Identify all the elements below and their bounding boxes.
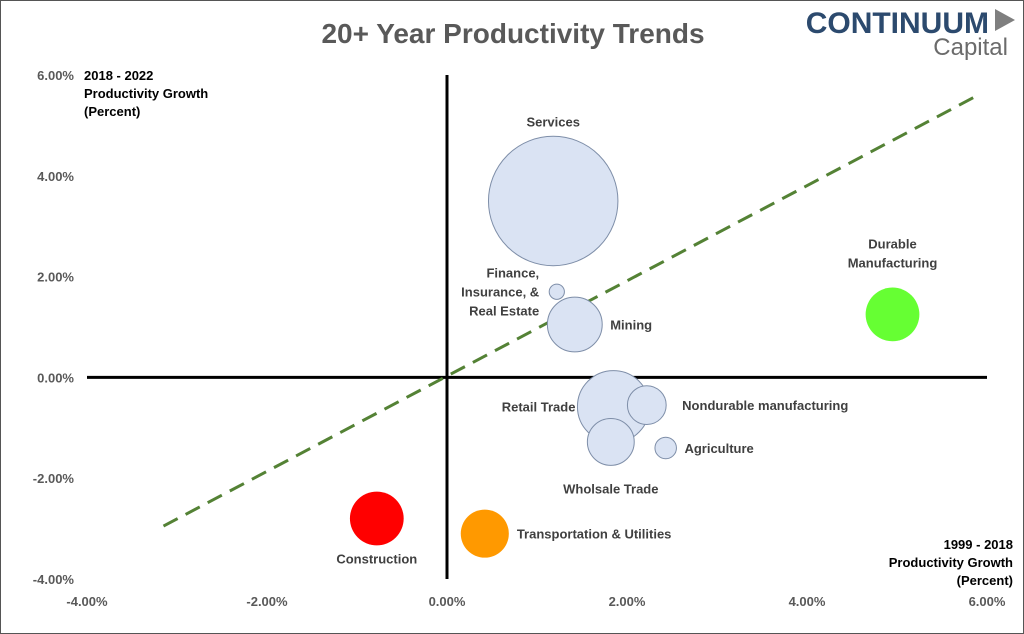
bubble-label: Finance, <box>486 266 539 281</box>
y-axis-title: (Percent) <box>84 104 140 119</box>
bubble-label: Nondurable manufacturing <box>682 398 848 413</box>
x-axis-title: 1999 - 2018 <box>944 537 1013 552</box>
bubble-point <box>626 385 667 426</box>
y-tick-label: 0.00% <box>37 370 74 385</box>
bubble-point <box>349 491 404 546</box>
bubble-label: Insurance, & <box>461 285 539 300</box>
x-axis-title: Productivity Growth <box>889 555 1013 570</box>
bubble-label: Transportation & Utilities <box>517 527 672 542</box>
y-tick-label: 2.00% <box>37 270 74 285</box>
y-tick-label: -4.00% <box>33 572 75 587</box>
bubble-point <box>586 417 635 466</box>
x-tick-label: 2.00% <box>609 594 646 609</box>
logo-sub-text: Capital <box>933 34 1008 61</box>
continuum-capital-logo: CONTINUUM Capital <box>806 7 1015 61</box>
x-tick-label: 0.00% <box>429 594 466 609</box>
bubble-label: Durable <box>868 237 916 252</box>
bubble-label: Construction <box>336 551 417 566</box>
x-axis-title: (Percent) <box>957 573 1013 588</box>
bubble-label: Services <box>526 114 580 129</box>
plot-area: -4.00% -2.00% 0.00% 2.00% 4.00% 6.00% -4.00% -2… <box>33 68 1013 609</box>
bubble-label: Real Estate <box>469 304 539 319</box>
y-axis-title: 2018 - 2022 <box>84 68 153 83</box>
chart-title: 20+ Year Productivity Trends <box>321 18 704 49</box>
logo-arrow-icon <box>995 9 1015 31</box>
bubble-label: Wholsale Trade <box>563 481 658 496</box>
bubble-point <box>546 296 603 353</box>
bubble-point <box>460 509 509 558</box>
x-tick-label: -4.00% <box>66 594 108 609</box>
bubble-point <box>654 436 677 460</box>
bubble-label: Agriculture <box>684 441 753 456</box>
y-axis-title: Productivity Growth <box>84 86 208 101</box>
y-tick-label: 6.00% <box>37 68 74 83</box>
bubble-label: Mining <box>610 317 652 332</box>
y-tick-label: -2.00% <box>33 471 75 486</box>
logo-main-text: CONTINUUM <box>806 7 989 40</box>
bubble-point <box>865 287 920 342</box>
x-tick-label: 4.00% <box>789 594 826 609</box>
x-tick-label: -2.00% <box>246 594 288 609</box>
bubble-point <box>487 135 619 267</box>
bubble-label: Manufacturing <box>848 256 938 271</box>
y-tick-label: 4.00% <box>37 169 74 184</box>
bubble-point <box>548 283 565 300</box>
x-tick-label: 6.00% <box>969 594 1006 609</box>
bubble-label: Retail Trade <box>502 400 576 415</box>
